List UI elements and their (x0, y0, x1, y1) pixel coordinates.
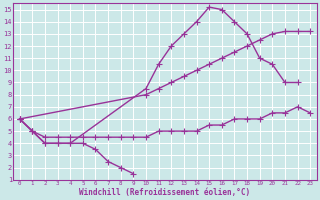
X-axis label: Windchill (Refroidissement éolien,°C): Windchill (Refroidissement éolien,°C) (79, 188, 251, 197)
